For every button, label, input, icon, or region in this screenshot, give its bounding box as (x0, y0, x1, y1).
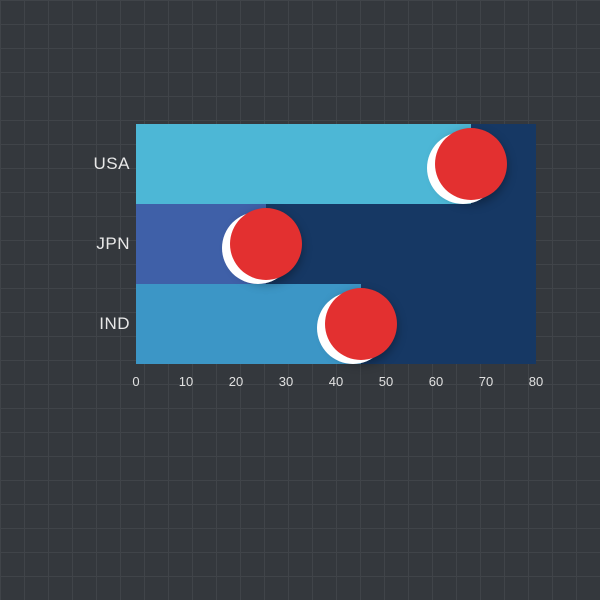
plot-area (136, 124, 536, 364)
x-tick-label: 30 (279, 374, 293, 389)
x-tick-label: 70 (479, 374, 493, 389)
bar (136, 124, 471, 204)
x-tick-label: 80 (529, 374, 543, 389)
data-point-bubble (435, 128, 507, 200)
x-tick-label: 20 (229, 374, 243, 389)
x-tick-label: 60 (429, 374, 443, 389)
x-tick-label: 50 (379, 374, 393, 389)
y-axis-labels: USA JPN IND (76, 124, 130, 364)
y-axis-label: JPN (96, 234, 130, 254)
country-bar-chart: USA JPN IND 0 10 20 30 40 50 60 70 80 (76, 124, 546, 414)
x-tick-label: 0 (132, 374, 139, 389)
x-tick-label: 10 (179, 374, 193, 389)
data-point-bubble (325, 288, 397, 360)
y-axis-label: IND (99, 314, 130, 334)
data-point-bubble (230, 208, 302, 280)
y-axis-label: USA (94, 154, 130, 174)
x-axis: 01020304050607080 (136, 364, 536, 394)
x-tick-label: 40 (329, 374, 343, 389)
